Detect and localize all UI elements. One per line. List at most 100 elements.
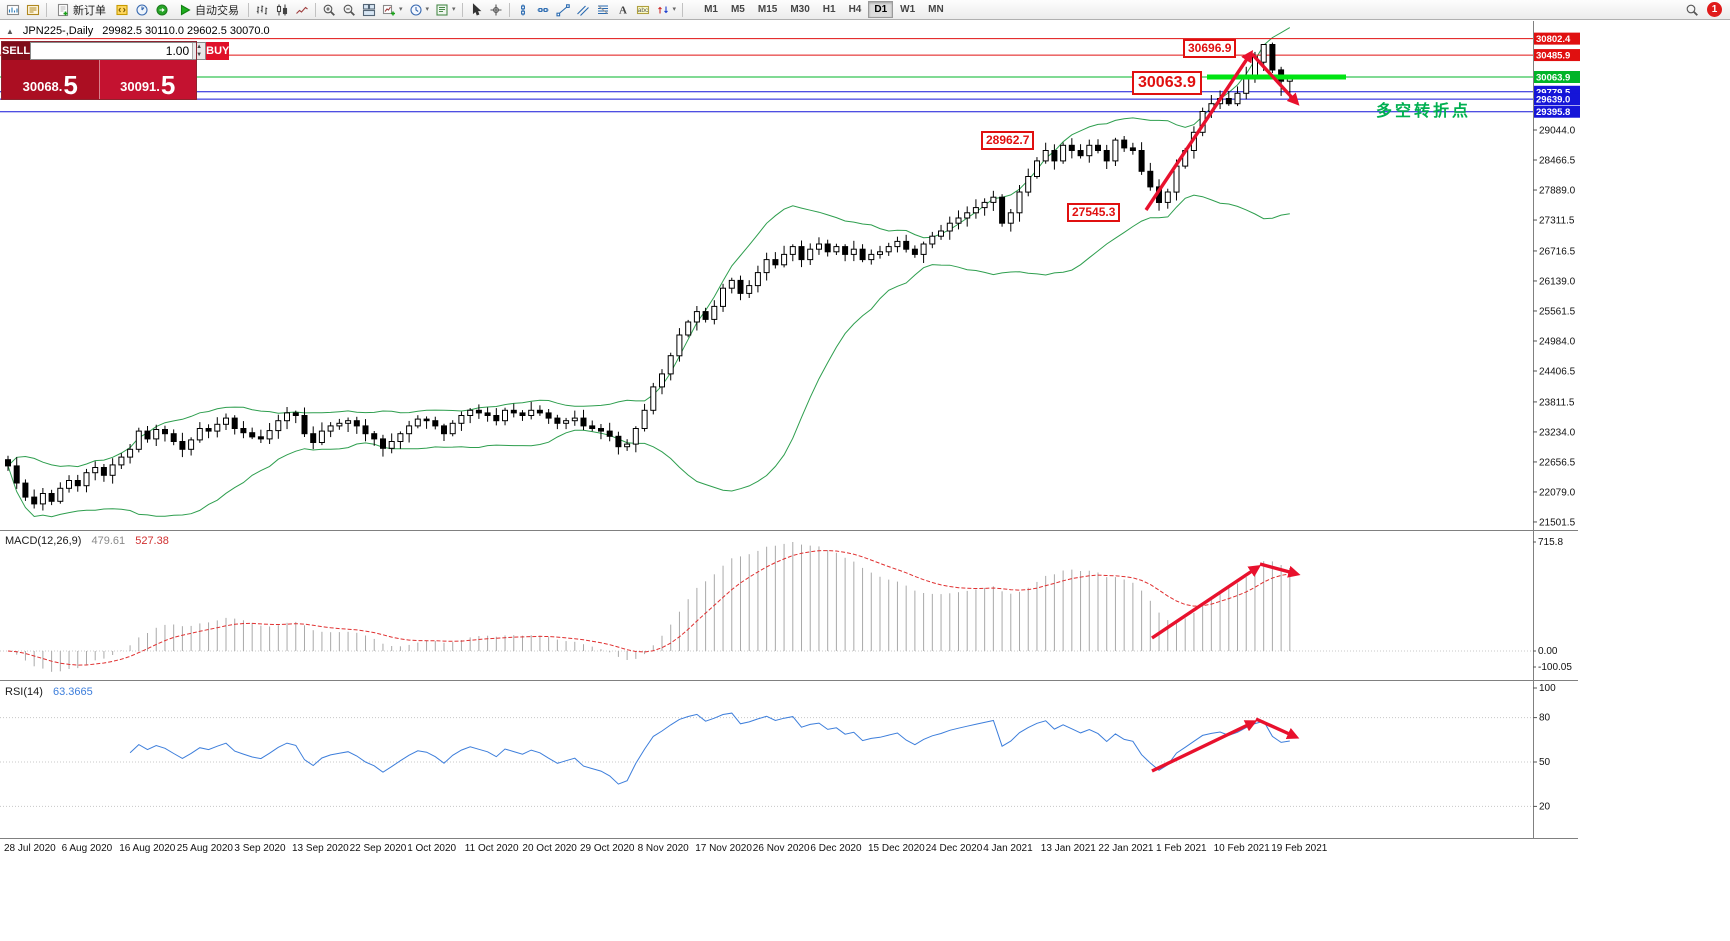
indicators-button[interactable]: ▾ [379,1,406,19]
one-click-toggle-icon[interactable]: ▲ [6,26,14,36]
candle [1121,139,1128,149]
price-line-box[interactable] [1534,32,1580,45]
candle [981,201,988,209]
svg-text:1 Feb 2021: 1 Feb 2021 [1156,843,1207,854]
metaeditor-button[interactable] [112,1,132,19]
volume-increase-button[interactable]: ▲ [192,43,206,51]
price-line-box[interactable] [1534,105,1580,118]
trend-arrow[interactable] [1255,717,1300,740]
equidistant-channel-button[interactable] [573,1,593,19]
candlestick-chart-button[interactable] [272,1,292,19]
candle [624,443,631,448]
timeframe-button-M15[interactable]: M15 [752,1,783,18]
candle [972,207,979,214]
community-button[interactable] [152,1,172,19]
turning-point-label[interactable]: 多空转折点 [1376,103,1472,120]
buy-price-button[interactable]: 30091. 5 [99,60,196,99]
candle [1051,150,1058,162]
price-line-box[interactable] [1534,49,1580,62]
trend-arrow[interactable] [1250,52,1300,106]
text-label-button[interactable]: abc [633,1,653,19]
trend-arrow[interactable] [1151,564,1262,640]
tile-windows-button[interactable] [359,1,379,19]
buy-price: 30091. [120,78,160,94]
new-chart-button[interactable] [3,1,23,19]
price-line-box[interactable] [1534,93,1580,106]
volume-decrease-button[interactable]: ▼ [192,51,206,59]
timeframe-button-MN[interactable]: MN [922,1,950,18]
search-button[interactable] [1682,1,1702,19]
candle [737,279,744,294]
timeframe-button-M5[interactable]: M5 [725,1,751,18]
notifications-badge[interactable]: 1 [1707,2,1722,17]
profiles-button[interactable] [23,1,43,19]
timeframe-button-W1[interactable]: W1 [894,1,921,18]
candle [650,386,657,411]
chart-title-line: ▲ JPN225-,Daily 29982.5 30110.0 29602.5 … [6,25,270,37]
svg-text:15 Dec 2020: 15 Dec 2020 [868,843,925,854]
candle [850,248,857,255]
candle [1103,150,1110,162]
sell-price-button[interactable]: 30068. 5 [2,60,100,99]
price-annotation-label[interactable]: 27545.3 [1067,203,1121,223]
candle [109,464,116,476]
turning-point-level-line[interactable] [1207,74,1346,80]
candle [859,248,866,261]
svg-text:abc: abc [637,7,648,14]
macd-signal-line [7,550,1290,666]
zoom-in-icon [322,3,336,17]
candle [83,472,90,487]
price-annotation-label[interactable]: 30063.9 [1132,71,1202,95]
candle [144,430,151,440]
zoom-out-button[interactable] [339,1,359,19]
candle [48,493,55,502]
strategy-tester-button[interactable] [132,1,152,19]
volume-input[interactable] [31,43,193,59]
horizontal-line-button[interactable] [533,1,553,19]
candle [1025,176,1032,193]
zoom-in-button[interactable] [319,1,339,19]
timeframe-button-M1[interactable]: M1 [698,1,724,18]
candle [484,412,491,416]
timeframe-button-D1[interactable]: D1 [868,1,894,18]
trend-arrow[interactable] [1259,562,1301,578]
fibonacci-button[interactable] [593,1,613,19]
sell-button[interactable]: SELL [2,42,31,60]
buy-button[interactable]: BUY [206,42,230,60]
periods-button[interactable]: ▾ [406,1,433,19]
line-chart-button[interactable] [292,1,312,19]
price-annotation-label[interactable]: 30696.9 [1183,39,1237,59]
svg-text:22 Sep 2020: 22 Sep 2020 [350,843,407,854]
new-order-button[interactable]: 新订单 [50,1,112,19]
cursor-button[interactable] [466,1,486,19]
new-chart-icon [6,3,20,17]
candle [833,246,840,253]
candle [318,430,325,444]
bar-chart-button[interactable] [252,1,272,19]
candle [371,433,378,440]
trend-arrow[interactable] [1151,720,1258,773]
vertical-line-button[interactable] [513,1,533,19]
candle [432,420,439,427]
templates-button[interactable]: ▾ [432,1,459,19]
autotrading-button[interactable]: 自动交易 [172,1,245,19]
svg-text:21501.5: 21501.5 [1539,517,1576,528]
trendline-button[interactable] [553,1,573,19]
search-icon [1685,3,1699,17]
trend-arrow[interactable] [1144,49,1254,211]
svg-text:10 Feb 2021: 10 Feb 2021 [1214,843,1271,854]
timeframe-button-H4[interactable]: H4 [843,1,868,18]
crosshair-button[interactable] [486,1,506,19]
arrows-button[interactable]: ▾ [653,1,680,19]
svg-text:20: 20 [1539,801,1551,812]
price-line-box[interactable] [1534,70,1580,83]
toolbar-separator [461,2,463,17]
price-annotation-label[interactable]: 28962.7 [981,131,1035,151]
svg-text:23811.5: 23811.5 [1539,397,1575,408]
timeframe-button-M30[interactable]: M30 [784,1,815,18]
candle [702,311,709,320]
text-button[interactable]: A [613,1,633,19]
candle [929,235,936,245]
timeframe-button-H1[interactable]: H1 [817,1,842,18]
